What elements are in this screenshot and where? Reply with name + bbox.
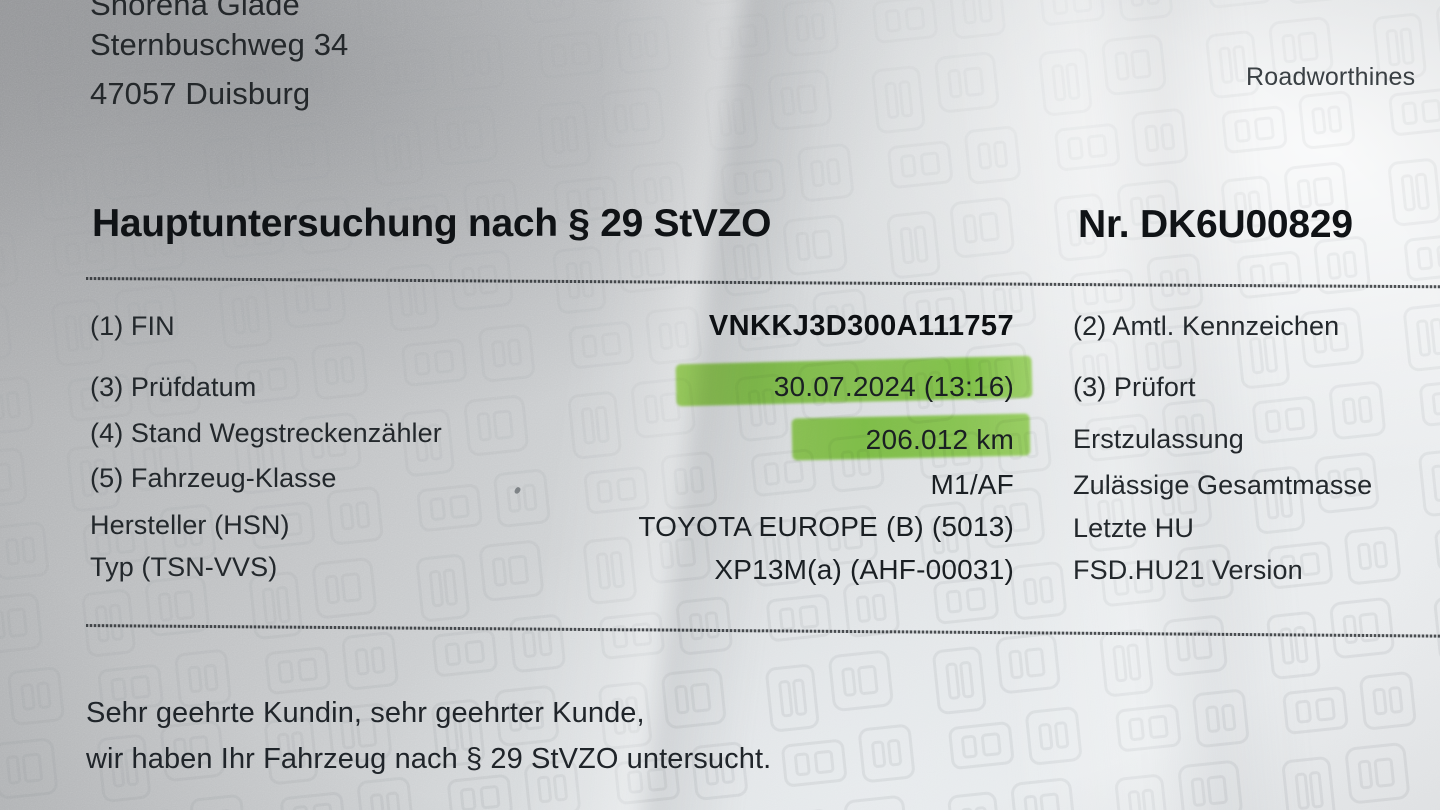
field-label-erstzulassung: Erstzulassung [1073,424,1244,454]
field-label-hersteller-hsn: Hersteller (HSN) [90,510,290,540]
field-label-pruefdatum: (3) Prüfdatum [90,372,257,402]
report-number: Nr. DK6U00829 [1078,203,1353,246]
sender-name: Shorena Glade [90,0,300,22]
field-label-fahrzeugklasse: (5) Fahrzeug-Klasse [90,463,337,493]
field-value-pruefdatum: 30.07.2024 (13:16) [773,371,1014,402]
field-value-wegstreckenzaehler: 206.012 km [865,424,1014,455]
field-value-fin: VNKKJ3D300A111757 [708,310,1014,342]
field-label-fsd-hu21-version: FSD.HU21 Version [1073,555,1303,585]
field-label-pruefort: (3) Prüfort [1073,372,1196,402]
page-title: Hauptuntersuchung nach § 29 StVZO [92,202,772,245]
field-label-zulaessige-gesamtmasse: Zulässige Gesamtmasse [1073,470,1373,500]
letter-salutation-line-1: Sehr geehrte Kundin, sehr geehrter Kunde… [86,697,645,729]
field-label-letzte-hu: Letzte HU [1073,513,1194,543]
roadworthiness-stamp-text: Roadworthines [1246,63,1416,91]
field-value-typ-tsn-vvs: XP13M(a) (AHF-00031) [714,554,1014,585]
field-label-amtl-kennzeichen: (2) Amtl. Kennzeichen [1073,311,1340,341]
field-label-wegstreckenzaehler: (4) Stand Wegstreckenzähler [90,418,442,448]
sender-street: Sternbuschweg 34 [90,27,349,62]
letter-salutation-line-2: wir haben Ihr Fahrzeug nach § 29 StVZO u… [86,743,772,775]
field-label-typ-tsn-vvs: Typ (TSN-VVS) [90,552,278,582]
sender-city: 47057 Duisburg [90,76,311,111]
field-value-fahrzeugklasse: M1/AF [930,469,1014,500]
field-label-fin: (1) FIN [90,311,175,341]
field-value-hersteller-hsn: TOYOTA EUROPE (B) (5013) [638,511,1014,542]
